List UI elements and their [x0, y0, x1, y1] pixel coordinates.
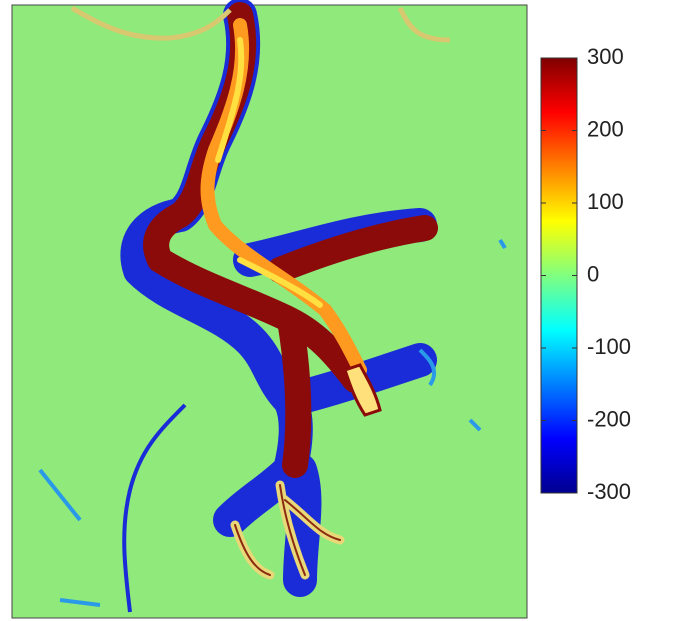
tick-label: -100: [587, 334, 631, 359]
tick-label: 300: [587, 44, 624, 69]
map-panel: [12, 5, 527, 618]
colorbar-scale: [541, 58, 577, 493]
tick-label: 200: [587, 116, 624, 141]
tick-label: 100: [587, 189, 624, 214]
tick-label: 0: [587, 261, 599, 286]
tick-label: -200: [587, 406, 631, 431]
colorbar: 300 200 100 0 -100 -200 -300: [541, 44, 631, 504]
figure: 300 200 100 0 -100 -200 -300: [0, 0, 678, 621]
tick-label: -300: [587, 479, 631, 504]
